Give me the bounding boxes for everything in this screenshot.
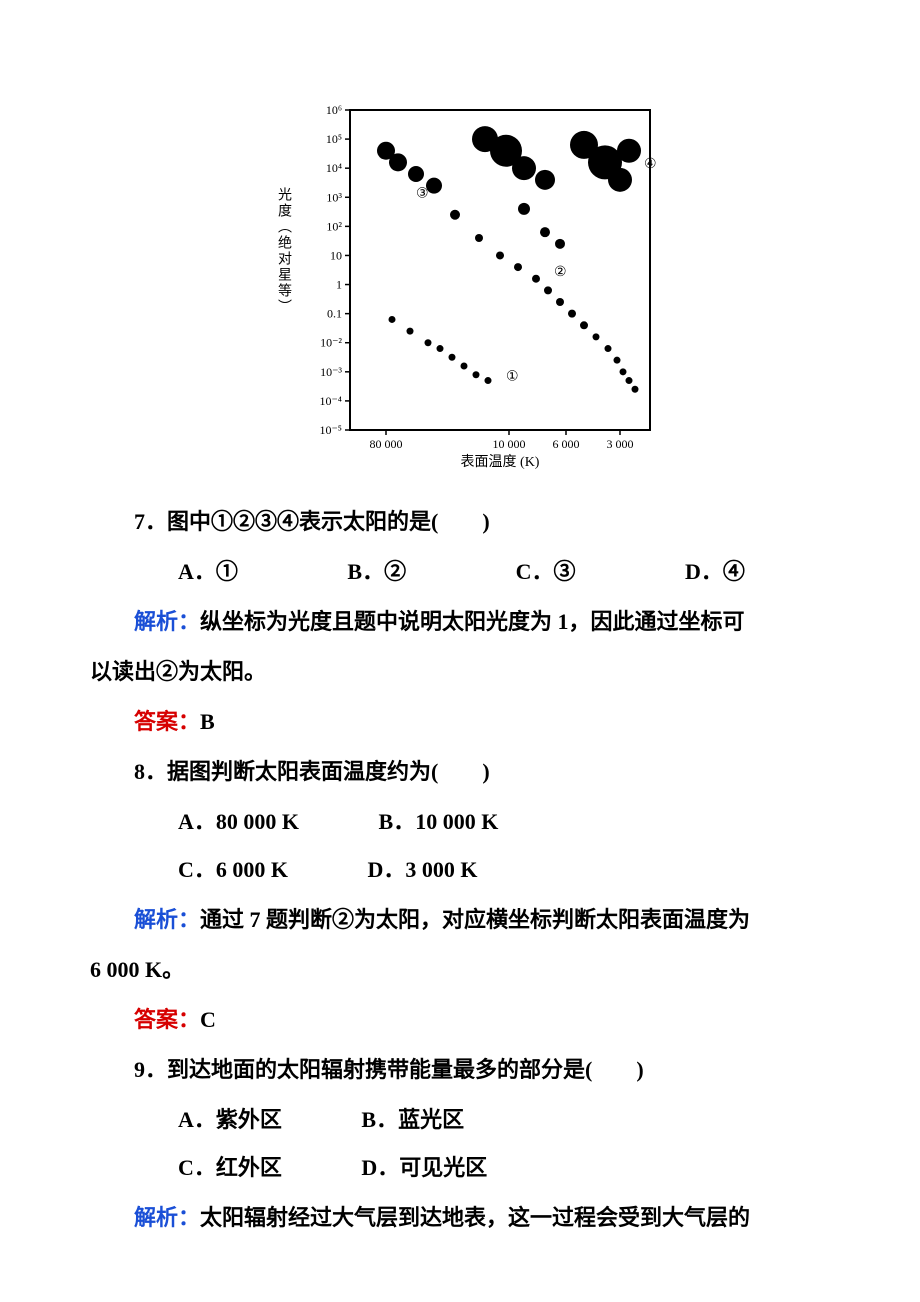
svg-text:︵: ︵: [278, 221, 292, 236]
svg-text:︶: ︶: [278, 300, 292, 316]
q8-options-row1: A．80 000 K B．10 000 K: [90, 800, 830, 844]
svg-text:①: ①: [506, 370, 519, 385]
hr-diagram-svg: 10⁶ 10⁵ 10⁴ 10³ 10² 10 1 0.1 10⁻² 10⁻³ 10⁻⁴ 10⁻⁵ 80 …: [245, 90, 675, 480]
svg-text:星: 星: [278, 269, 292, 284]
q8-opt-d: D．3 000 K: [324, 848, 478, 892]
q9-text: 9．到达地面的太阳辐射携带能量最多的部分是( ): [90, 1048, 830, 1092]
q7-answer: 答案：B: [90, 700, 830, 744]
hr-diagram: 10⁶ 10⁵ 10⁴ 10³ 10² 10 1 0.1 10⁻² 10⁻³ 10⁻⁴ 10⁻⁵ 80 …: [245, 90, 675, 480]
svg-text:10: 10: [330, 248, 342, 262]
q7-opt-d: D．④: [641, 550, 745, 594]
q9-opt-a: A．紫外区: [134, 1098, 282, 1142]
svg-text:3 000: 3 000: [607, 437, 634, 451]
svg-text:10⁻⁵: 10⁻⁵: [319, 423, 342, 437]
q8-answer-val: C: [200, 1007, 216, 1032]
q8-opt-c: C．6 000 K: [134, 848, 288, 892]
svg-text:10⁻²: 10⁻²: [320, 336, 342, 350]
q9-opt-c: C．红外区: [134, 1146, 282, 1190]
svg-text:②: ②: [554, 265, 567, 280]
svg-text:1: 1: [336, 278, 342, 292]
svg-text:0.1: 0.1: [327, 307, 342, 321]
q9-explain-text: 太阳辐射经过大气层到达地表，这一过程会受到大气层的: [200, 1205, 750, 1230]
q9-options-row1: A．紫外区 B．蓝光区: [90, 1098, 830, 1142]
q7-explain: 解析：纵坐标为光度且题中说明太阳光度为 1，因此通过坐标可: [90, 600, 830, 644]
svg-text:10²: 10²: [326, 219, 342, 233]
svg-text:表面温度 (K): 表面温度 (K): [461, 454, 540, 470]
svg-text:④: ④: [644, 157, 657, 172]
svg-text:10⁵: 10⁵: [326, 132, 342, 146]
svg-text:绝: 绝: [278, 236, 292, 252]
svg-text:10⁴: 10⁴: [326, 161, 342, 175]
q7-explain-cont: 以读出②为太阳。: [90, 650, 830, 694]
q8-explain-cont: 6 000 K。: [90, 948, 830, 992]
q9-opt-d: D．可见光区: [317, 1146, 487, 1190]
q7-answer-val: B: [200, 709, 215, 734]
q7-opt-c: C．③: [472, 550, 576, 594]
svg-text:度: 度: [278, 204, 292, 220]
svg-text:80 000: 80 000: [370, 437, 403, 451]
q7-text: 7．图中①②③④表示太阳的是( ): [90, 500, 830, 544]
page: 10⁶ 10⁵ 10⁴ 10³ 10² 10 1 0.1 10⁻² 10⁻³ 10⁻⁴ 10⁻⁵ 80 …: [0, 0, 920, 1302]
svg-text:10³: 10³: [326, 190, 342, 204]
q9-options-row2: C．红外区 D．可见光区: [90, 1146, 830, 1190]
svg-text:6 000: 6 000: [553, 437, 580, 451]
svg-text:10⁶: 10⁶: [326, 103, 342, 117]
q8-opt-b: B．10 000 K: [335, 800, 499, 844]
svg-text:10 000: 10 000: [493, 437, 526, 451]
q9-opt-b: B．蓝光区: [317, 1098, 464, 1142]
q8-explain-label: 解析：: [134, 907, 200, 932]
q7-opt-b: B．②: [303, 550, 406, 594]
svg-text:10⁻⁴: 10⁻⁴: [319, 394, 342, 408]
svg-text:等: 等: [278, 283, 292, 300]
q8-answer: 答案：C: [90, 998, 830, 1042]
q7-answer-label: 答案：: [134, 709, 200, 734]
svg-text:10⁻³: 10⁻³: [320, 365, 342, 379]
q7-explain-label: 解析：: [134, 609, 200, 634]
q8-explain-text: 通过 7 题判断②为太阳，对应横坐标判断太阳表面温度为: [200, 907, 750, 932]
q8-answer-label: 答案：: [134, 1007, 200, 1032]
svg-text:光: 光: [278, 188, 292, 204]
q8-text: 8．据图判断太阳表面温度约为( ): [90, 750, 830, 794]
q7-opt-a: A．①: [134, 550, 238, 594]
q9-explain: 解析：太阳辐射经过大气层到达地表，这一过程会受到大气层的: [90, 1196, 830, 1240]
q7-options: A．① B．② C．③ D．④: [90, 550, 830, 594]
q8-explain: 解析：通过 7 题判断②为太阳，对应横坐标判断太阳表面温度为: [90, 898, 830, 942]
q8-options-row2: C．6 000 K D．3 000 K: [90, 848, 830, 892]
q8-opt-a: A．80 000 K: [134, 800, 299, 844]
svg-text:③: ③: [416, 186, 429, 201]
svg-text:对: 对: [278, 252, 292, 268]
q9-explain-label: 解析：: [134, 1205, 200, 1230]
q7-explain-text: 纵坐标为光度且题中说明太阳光度为 1，因此通过坐标可: [200, 609, 745, 634]
